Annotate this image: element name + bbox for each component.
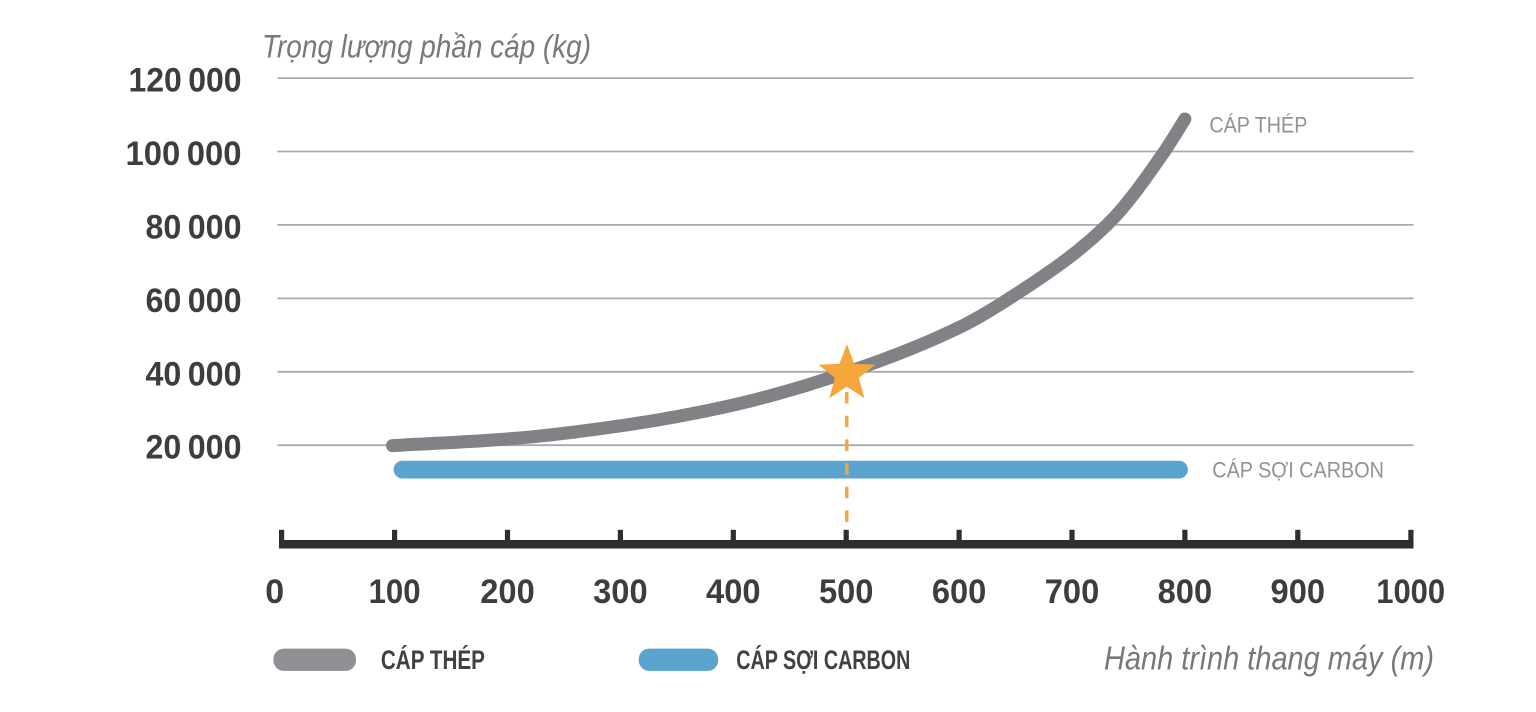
svg-text:60 000: 60 000: [146, 282, 242, 320]
svg-text:CÁP SỢI CARBON: CÁP SỢI CARBON: [736, 644, 910, 675]
svg-text:1000: 1000: [1376, 573, 1445, 611]
svg-text:500: 500: [819, 573, 874, 611]
svg-text:700: 700: [1045, 573, 1100, 611]
svg-text:Hành trình thang máy (m): Hành trình thang máy (m): [1104, 640, 1434, 677]
svg-text:20 000: 20 000: [146, 429, 242, 467]
svg-text:600: 600: [932, 573, 987, 611]
svg-text:200: 200: [480, 573, 535, 611]
svg-text:CÁP THÉP: CÁP THÉP: [381, 644, 485, 675]
svg-text:40 000: 40 000: [146, 355, 242, 393]
svg-text:CÁP SỢI CARBON: CÁP SỢI CARBON: [1212, 458, 1384, 483]
svg-text:300: 300: [593, 573, 648, 611]
svg-text:80 000: 80 000: [146, 208, 242, 246]
svg-text:0: 0: [265, 573, 284, 611]
svg-text:100 000: 100 000: [126, 135, 242, 173]
svg-text:900: 900: [1271, 573, 1326, 611]
svg-text:400: 400: [706, 573, 761, 611]
svg-text:120 000: 120 000: [129, 62, 242, 100]
svg-text:100: 100: [369, 573, 421, 611]
svg-text:800: 800: [1158, 573, 1213, 611]
svg-text:Trọng lượng phần cáp (kg): Trọng lượng phần cáp (kg): [262, 29, 591, 65]
svg-text:CÁP THÉP: CÁP THÉP: [1209, 113, 1307, 138]
